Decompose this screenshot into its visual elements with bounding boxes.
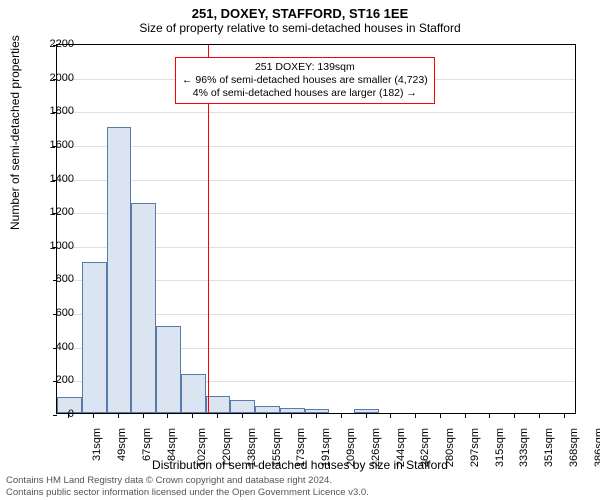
annotation-line: 251 DOXEY: 139sqm	[182, 61, 428, 74]
x-tick-mark	[366, 414, 367, 418]
y-tick-label: 1600	[34, 139, 74, 151]
y-tick-label: 1200	[34, 206, 74, 218]
x-tick-mark	[217, 414, 218, 418]
footer-line-2: Contains public sector information licen…	[6, 487, 369, 498]
y-axis-label: Number of semi-detached properties	[8, 35, 22, 230]
histogram-bar	[305, 409, 330, 413]
histogram-bar	[156, 326, 181, 413]
x-tick-mark	[118, 414, 119, 418]
x-tick-label: 49sqm	[116, 428, 128, 461]
histogram-bar	[131, 203, 156, 413]
y-tick-label: 600	[34, 307, 74, 319]
histogram-bar	[230, 400, 255, 413]
y-tick-label: 400	[34, 341, 74, 353]
x-tick-mark	[192, 414, 193, 418]
annotation-box: 251 DOXEY: 139sqm← 96% of semi-detached …	[175, 57, 435, 104]
histogram-bar	[354, 409, 379, 413]
histogram-bar	[82, 262, 107, 413]
x-tick-mark	[390, 414, 391, 418]
footer-line-1: Contains HM Land Registry data © Crown c…	[6, 475, 369, 486]
histogram-chart: 251 DOXEY: 139sqm← 96% of semi-detached …	[56, 44, 576, 414]
x-tick-mark	[415, 414, 416, 418]
y-tick-label: 1800	[34, 105, 74, 117]
x-tick-mark	[341, 414, 342, 418]
y-tick-label: 1000	[34, 240, 74, 252]
annotation-line: 4% of semi-detached houses are larger (1…	[182, 87, 428, 100]
x-tick-mark	[440, 414, 441, 418]
x-tick-mark	[514, 414, 515, 418]
x-tick-mark	[167, 414, 168, 418]
x-tick-mark	[266, 414, 267, 418]
x-axis-label: Distribution of semi-detached houses by …	[0, 458, 600, 472]
y-tick-label: 2000	[34, 72, 74, 84]
x-tick-mark	[291, 414, 292, 418]
footer-attribution: Contains HM Land Registry data © Crown c…	[6, 475, 369, 498]
x-tick-mark	[564, 414, 565, 418]
x-tick-label: 84sqm	[166, 428, 178, 461]
x-tick-mark	[316, 414, 317, 418]
histogram-bar	[107, 127, 132, 413]
y-tick-label: 1400	[34, 173, 74, 185]
histogram-bar	[206, 396, 231, 413]
x-tick-mark	[539, 414, 540, 418]
histogram-bar	[255, 406, 280, 413]
y-tick-label: 800	[34, 273, 74, 285]
histogram-bar	[181, 374, 206, 413]
x-tick-mark	[242, 414, 243, 418]
annotation-line: ← 96% of semi-detached houses are smalle…	[182, 74, 428, 87]
plot-area: 251 DOXEY: 139sqm← 96% of semi-detached …	[56, 44, 576, 414]
x-tick-mark	[489, 414, 490, 418]
page-title: Size of property relative to semi-detach…	[0, 21, 600, 39]
gridline	[57, 112, 575, 113]
x-tick-label: 31sqm	[91, 428, 103, 461]
x-tick-label: 67sqm	[141, 428, 153, 461]
y-tick-label: 200	[34, 374, 74, 386]
x-tick-mark	[465, 414, 466, 418]
page-super-title: 251, DOXEY, STAFFORD, ST16 1EE	[0, 0, 600, 21]
gridline	[57, 180, 575, 181]
y-tick-label: 2200	[34, 38, 74, 50]
x-tick-mark	[93, 414, 94, 418]
x-tick-mark	[143, 414, 144, 418]
gridline	[57, 146, 575, 147]
histogram-bar	[280, 408, 305, 413]
y-tick-label: 0	[34, 408, 74, 420]
